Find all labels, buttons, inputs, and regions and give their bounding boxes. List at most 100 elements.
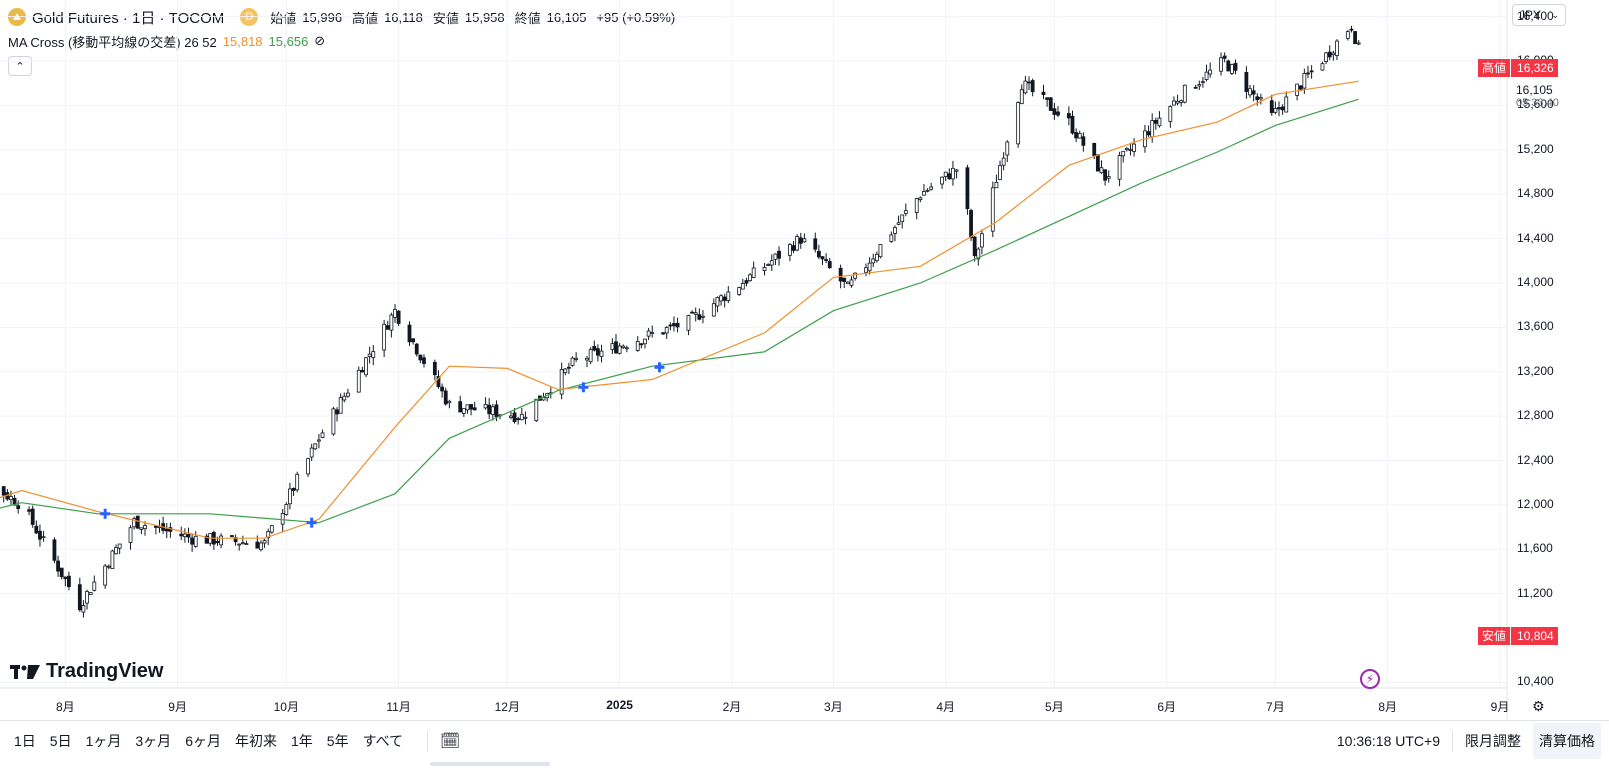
candle-body bbox=[719, 295, 723, 302]
candle-body bbox=[664, 327, 669, 334]
candle-body bbox=[396, 310, 401, 324]
candle-body bbox=[744, 280, 749, 284]
candle-body bbox=[1001, 157, 1006, 166]
candle-body bbox=[751, 267, 756, 278]
range-button-0[interactable]: 1日 bbox=[14, 732, 36, 749]
candle-body bbox=[418, 354, 423, 361]
candle-body bbox=[701, 315, 705, 318]
price-tick-label: 15,200 bbox=[1517, 141, 1554, 156]
candle-body bbox=[465, 404, 470, 411]
candle-body bbox=[954, 169, 959, 172]
price-tick-label: 12,800 bbox=[1517, 408, 1554, 423]
symbol-title[interactable]: Gold Futures · 1日 · TOCOM bbox=[32, 9, 225, 27]
candle-body bbox=[903, 210, 908, 214]
low-tag: 安値 10,804 bbox=[1478, 627, 1558, 645]
price-tick-label: 14,000 bbox=[1517, 274, 1554, 289]
candle-body bbox=[128, 527, 133, 543]
candle-body bbox=[1168, 106, 1173, 122]
candle-body bbox=[585, 357, 589, 361]
candle-body bbox=[1284, 96, 1289, 113]
price-tick-label: 14,800 bbox=[1517, 186, 1554, 201]
candle-body bbox=[798, 237, 803, 244]
candle-body bbox=[643, 338, 647, 345]
range-button-1[interactable]: 5日 bbox=[49, 732, 72, 749]
candle-body bbox=[106, 565, 111, 568]
candle-body bbox=[523, 416, 528, 419]
candle-body bbox=[1226, 60, 1231, 72]
candle-body bbox=[621, 345, 626, 349]
candle-body bbox=[1052, 108, 1057, 115]
candle-body bbox=[382, 323, 387, 351]
candle-body bbox=[52, 539, 57, 561]
lightning-icon[interactable]: ⚡ bbox=[1360, 669, 1380, 689]
contract-adjust-button[interactable]: 限月調整 bbox=[1465, 733, 1521, 749]
candle-body bbox=[588, 349, 593, 363]
candle-body bbox=[269, 525, 274, 533]
gear-icon[interactable]: ⚙ bbox=[1532, 698, 1545, 714]
candle-body bbox=[1201, 81, 1205, 84]
time-tick-label: 4月 bbox=[936, 700, 956, 714]
candle-body bbox=[77, 584, 82, 611]
candle-body bbox=[672, 323, 676, 327]
clock[interactable]: 10:36:18 UTC+9 bbox=[1336, 733, 1440, 749]
candle-body bbox=[1251, 90, 1256, 95]
price-tick-label: 12,000 bbox=[1517, 496, 1554, 511]
indicator-legend[interactable]: MA Cross (移動平均線の交差) 26 52 15,818 15,656 … bbox=[8, 32, 325, 50]
settlement-price-button[interactable]: 清算価格 bbox=[1533, 723, 1601, 759]
candle-body bbox=[393, 309, 397, 318]
range-button-7[interactable]: 5年 bbox=[326, 732, 349, 749]
candle-body bbox=[711, 303, 716, 317]
candle-body bbox=[1193, 86, 1198, 89]
indicator-name[interactable]: MA Cross (移動平均線の交差) 26 52 bbox=[8, 34, 217, 50]
range-button-4[interactable]: 6ヶ月 bbox=[185, 732, 221, 749]
range-button-5[interactable]: 年初来 bbox=[234, 732, 277, 749]
candle-body bbox=[951, 167, 955, 180]
candle-body bbox=[1099, 167, 1104, 174]
candle-body bbox=[853, 272, 858, 279]
candle-body bbox=[1324, 52, 1328, 62]
ma-fast-line bbox=[0, 80, 1359, 539]
candlestick-series bbox=[1, 25, 1361, 618]
candle-body bbox=[1349, 28, 1354, 31]
range-button-6[interactable]: 1年 bbox=[290, 732, 313, 749]
range-button-8[interactable]: すべて bbox=[362, 732, 404, 749]
candle-body bbox=[737, 287, 742, 295]
range-button-3[interactable]: 3ヶ月 bbox=[135, 732, 172, 749]
candle-body bbox=[262, 540, 267, 544]
candle-body bbox=[440, 386, 444, 392]
currency-select[interactable]: JPY ⌄ bbox=[1512, 4, 1566, 26]
candle-body bbox=[668, 324, 673, 327]
candle-body bbox=[186, 534, 191, 538]
candle-body bbox=[240, 542, 245, 545]
tradingview-logo[interactable]: TradingView bbox=[10, 660, 163, 683]
range-button-2[interactable]: 1ヶ月 bbox=[85, 732, 122, 749]
hide-indicator-icon[interactable]: ⊘ bbox=[314, 33, 326, 48]
candle-body bbox=[153, 525, 158, 528]
candle-body bbox=[164, 528, 169, 532]
last-price-label: 16,105 bbox=[1516, 83, 1553, 97]
candle-body bbox=[661, 332, 665, 335]
candle-body bbox=[1124, 147, 1129, 151]
calendar-goto-icon[interactable]: 🗓 bbox=[440, 732, 461, 750]
candle-body bbox=[900, 214, 905, 223]
candle-body bbox=[816, 250, 821, 258]
candle-body bbox=[1258, 97, 1263, 100]
price-tick-label: 12,400 bbox=[1517, 452, 1554, 467]
cross-markers bbox=[100, 362, 665, 528]
candle-body bbox=[563, 368, 568, 374]
candle-body bbox=[1030, 80, 1035, 93]
candle-body bbox=[1157, 117, 1162, 127]
candle-body bbox=[838, 267, 843, 282]
candle-body bbox=[306, 458, 310, 475]
scrollbar[interactable] bbox=[430, 762, 550, 766]
candle-body bbox=[646, 330, 651, 337]
price-tick-label: 11,200 bbox=[1517, 585, 1553, 600]
price-chart[interactable] bbox=[0, 0, 1609, 720]
candle-body bbox=[284, 504, 289, 515]
candle-body bbox=[367, 353, 372, 357]
candle-body bbox=[697, 314, 702, 320]
candle-body bbox=[925, 189, 930, 192]
candle-body bbox=[432, 361, 437, 376]
candle-body bbox=[849, 279, 854, 286]
time-tick-label: 8月 bbox=[55, 700, 75, 714]
